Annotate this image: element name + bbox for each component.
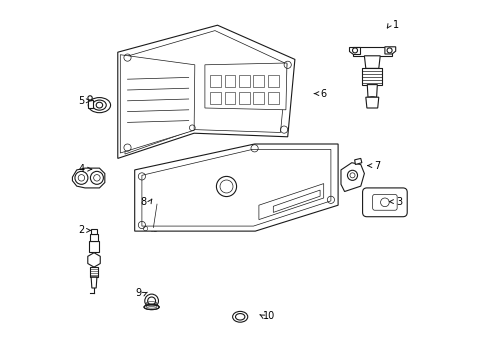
- Text: 4: 4: [79, 164, 85, 174]
- Polygon shape: [88, 253, 100, 267]
- Polygon shape: [224, 75, 235, 87]
- Polygon shape: [88, 100, 93, 108]
- Polygon shape: [364, 56, 380, 68]
- Text: 7: 7: [374, 161, 380, 171]
- Polygon shape: [90, 267, 98, 277]
- Ellipse shape: [232, 311, 247, 322]
- Polygon shape: [267, 92, 278, 104]
- Polygon shape: [210, 75, 221, 87]
- Polygon shape: [365, 97, 378, 108]
- Polygon shape: [340, 163, 364, 192]
- Text: 5: 5: [79, 96, 85, 106]
- Polygon shape: [348, 47, 359, 54]
- Polygon shape: [239, 92, 249, 104]
- Polygon shape: [72, 168, 104, 188]
- Polygon shape: [352, 47, 391, 56]
- Polygon shape: [384, 47, 395, 54]
- Ellipse shape: [88, 98, 110, 113]
- Polygon shape: [204, 63, 286, 110]
- Polygon shape: [224, 92, 235, 104]
- FancyBboxPatch shape: [362, 188, 407, 217]
- Polygon shape: [267, 75, 278, 87]
- Ellipse shape: [144, 305, 159, 310]
- Circle shape: [216, 176, 236, 197]
- Polygon shape: [118, 25, 294, 158]
- Polygon shape: [253, 75, 264, 87]
- Text: 2: 2: [79, 225, 85, 235]
- Polygon shape: [90, 234, 98, 241]
- Polygon shape: [366, 85, 377, 97]
- Polygon shape: [134, 144, 337, 231]
- Ellipse shape: [366, 97, 377, 103]
- Polygon shape: [354, 158, 361, 165]
- Polygon shape: [151, 197, 159, 231]
- FancyBboxPatch shape: [372, 194, 396, 210]
- Text: 10: 10: [263, 311, 275, 321]
- Polygon shape: [89, 241, 99, 252]
- Polygon shape: [253, 92, 264, 104]
- Text: 8: 8: [141, 197, 146, 207]
- Polygon shape: [239, 75, 249, 87]
- Polygon shape: [362, 68, 382, 85]
- Polygon shape: [91, 277, 97, 288]
- Ellipse shape: [144, 294, 158, 308]
- Polygon shape: [91, 229, 96, 234]
- Text: 6: 6: [320, 89, 326, 99]
- Text: 9: 9: [135, 288, 141, 298]
- Text: 3: 3: [395, 197, 402, 207]
- Polygon shape: [210, 92, 221, 104]
- Text: 1: 1: [392, 20, 398, 30]
- Polygon shape: [120, 55, 194, 153]
